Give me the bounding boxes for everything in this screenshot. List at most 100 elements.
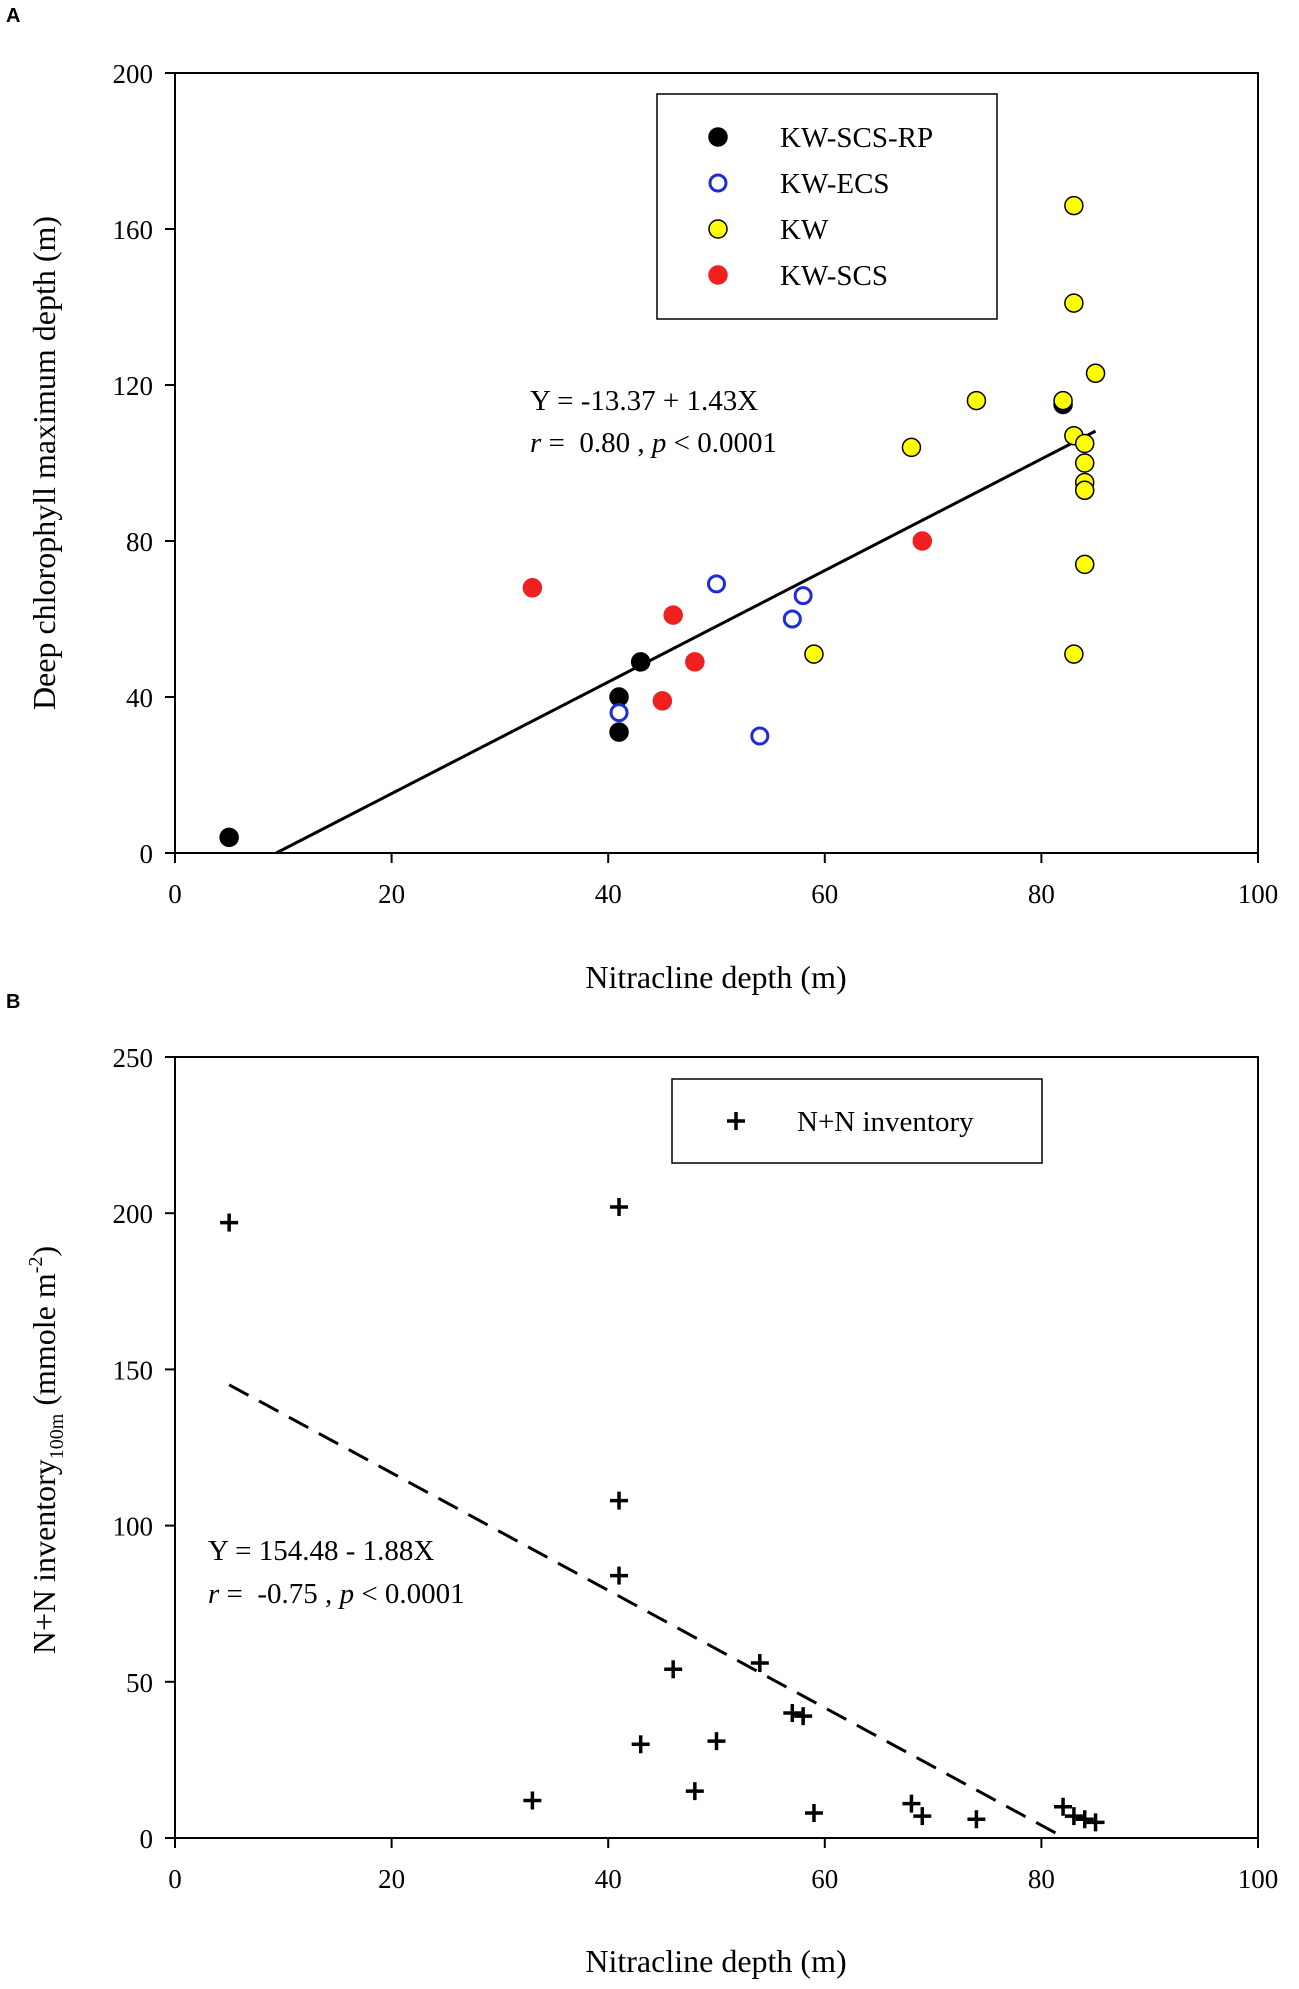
panel-b-x-tick-label: 40 (595, 1864, 622, 1894)
panel-b-p-label: p (338, 1578, 355, 1610)
point-n-n-inventory (523, 1791, 542, 1810)
point-n-n-inventory (804, 1804, 823, 1823)
panel-b-regression (228, 1383, 1066, 1840)
point-n-n-inventory (967, 1810, 986, 1829)
point-n-n-inventory (610, 1491, 629, 1510)
panel-a-plot-frame (174, 72, 1259, 854)
point-n-n-inventory (1054, 1797, 1073, 1816)
point-kw (966, 390, 987, 411)
panel-b-y-tick-label: 0 (140, 1824, 154, 1854)
point-n-n-inventory (685, 1782, 704, 1801)
panel-b-x-tick-label: 60 (811, 1864, 838, 1894)
point-n-n-inventory (902, 1794, 921, 1813)
point-kw (1064, 195, 1084, 216)
panel-b: B 0 20 40 60 80 100 0 50 100 150 200 250 Nitracline… (6, 991, 1278, 1979)
point-kw (1085, 363, 1106, 384)
panel-a-letter: A (6, 5, 20, 27)
legend-label-kw-ecs: KW-ECS (780, 168, 890, 200)
panel-b-y-title-main: N+N inventory (26, 1459, 62, 1654)
point-kw-scs (663, 605, 683, 625)
panel-b-r-label: r (208, 1578, 220, 1610)
panel-a-axes: 0 20 40 60 80 100 0 40 80 120 160 200 (113, 59, 1279, 909)
panel-b-y-tick-label: 250 (113, 1043, 154, 1073)
panel-a-y-axis-title: Deep chlorophyll maximum depth (m) (26, 216, 62, 710)
panel-b-y-title-sub: 100m (46, 1413, 68, 1459)
point-kw-ecs (782, 609, 802, 629)
panel-a-regression-line (275, 429, 1097, 855)
point-n-n-inventory (1064, 1807, 1083, 1826)
panel-b-p-value: < 0.0001 (354, 1578, 465, 1610)
point-n-n-inventory (664, 1660, 683, 1679)
point-kw (1053, 390, 1073, 411)
panel-a-r-label: r (530, 427, 542, 459)
point-kw-scs-rp (630, 652, 651, 672)
point-kw (1074, 554, 1095, 575)
panel-a-y-tick-label: 120 (113, 371, 154, 401)
point-kw (804, 644, 824, 664)
point-n-n-inventory (220, 1213, 239, 1232)
panel-a-x-tick-label: 60 (811, 879, 838, 909)
point-kw (901, 437, 922, 458)
point-kw-ecs (609, 703, 629, 723)
panel-b-axes: 0 20 40 60 80 100 0 50 100 150 200 250 (113, 1043, 1279, 1894)
legend-marker-kw (708, 219, 728, 239)
point-kw (1074, 453, 1095, 473)
panel-b-letter: B (6, 991, 20, 1013)
panel-b-y-tick-label: 100 (113, 1512, 154, 1542)
point-n-n-inventory (783, 1704, 802, 1723)
point-kw-scs (685, 652, 705, 672)
point-kw (1074, 480, 1095, 501)
legend-label-kw-scs: KW-SCS (780, 260, 888, 292)
point-n-n-inventory (750, 1654, 769, 1673)
panel-a-regression (275, 429, 1097, 855)
point-kw (1074, 433, 1095, 454)
point-n-n-inventory (707, 1732, 726, 1751)
panel-a-x-tick-label: 80 (1028, 879, 1055, 909)
panel-b-y-title-unit: (mmole m (26, 1273, 62, 1414)
point-n-n-inventory (610, 1566, 629, 1585)
point-kw-ecs (750, 726, 770, 746)
point-kw-ecs (793, 586, 813, 606)
legend-marker-kw-scs (708, 265, 728, 285)
panel-a-regression-equation: Y = -13.37 + 1.43X (530, 385, 758, 417)
panel-a-y-tick-label: 160 (113, 215, 154, 245)
panel-b-y-title-sup: -2 (25, 1257, 47, 1274)
panel-a-y-tick-label: 200 (113, 59, 154, 89)
panel-b-regression-stats: r = -0.75 , p < 0.0001 (208, 1578, 465, 1610)
panel-a-points (219, 195, 1106, 848)
point-kw-scs-rp (609, 722, 629, 742)
point-kw (1064, 644, 1084, 664)
point-n-n-inventory (794, 1707, 813, 1726)
point-n-n-inventory (610, 1197, 629, 1216)
panel-b-x-tick-label: 80 (1028, 1864, 1055, 1894)
panel-a-r-value: = 0.80 , (541, 427, 652, 459)
point-n-n-inventory (913, 1807, 932, 1826)
legend-marker-kw-scs-rp (708, 127, 728, 147)
panel-a-x-tick-label: 100 (1238, 879, 1279, 909)
panel-a-y-tick-label: 0 (140, 839, 154, 869)
panel-a: A 0 20 40 60 80 100 0 40 80 120 160 200 Nitracline … (6, 5, 1278, 995)
panel-b-x-tick-label: 100 (1238, 1864, 1279, 1894)
panel-b-x-tick-label: 20 (378, 1864, 405, 1894)
point-kw-scs (912, 531, 933, 551)
panel-a-x-axis-title: Nitracline depth (m) (585, 959, 846, 995)
panel-a-y-tick-label: 80 (126, 527, 153, 557)
panel-b-x-tick-label: 0 (168, 1864, 182, 1894)
legend-marker-kw-ecs (708, 173, 728, 193)
panel-a-p-value: < 0.0001 (666, 427, 777, 459)
panel-a-x-tick-label: 20 (378, 879, 405, 909)
panel-a-legend: KW-SCS-RP KW-ECS KW KW-SCS (656, 93, 998, 320)
panel-b-regression-equation: Y = 154.48 - 1.88X (208, 1535, 434, 1567)
panel-a-x-tick-label: 40 (595, 879, 622, 909)
panel-b-legend: N+N inventory (671, 1078, 1043, 1164)
point-kw-scs (522, 578, 543, 598)
panel-a-y-tick-label: 40 (126, 683, 153, 713)
panel-b-regression-line (228, 1383, 1066, 1840)
point-kw-scs-rp (219, 827, 239, 848)
point-kw-scs (652, 691, 673, 711)
legend-label-kw: KW (780, 214, 829, 246)
point-n-n-inventory (1086, 1813, 1105, 1832)
panel-a-x-tick-label: 0 (168, 879, 182, 909)
panel-b-y-title-close: ) (26, 1246, 62, 1257)
